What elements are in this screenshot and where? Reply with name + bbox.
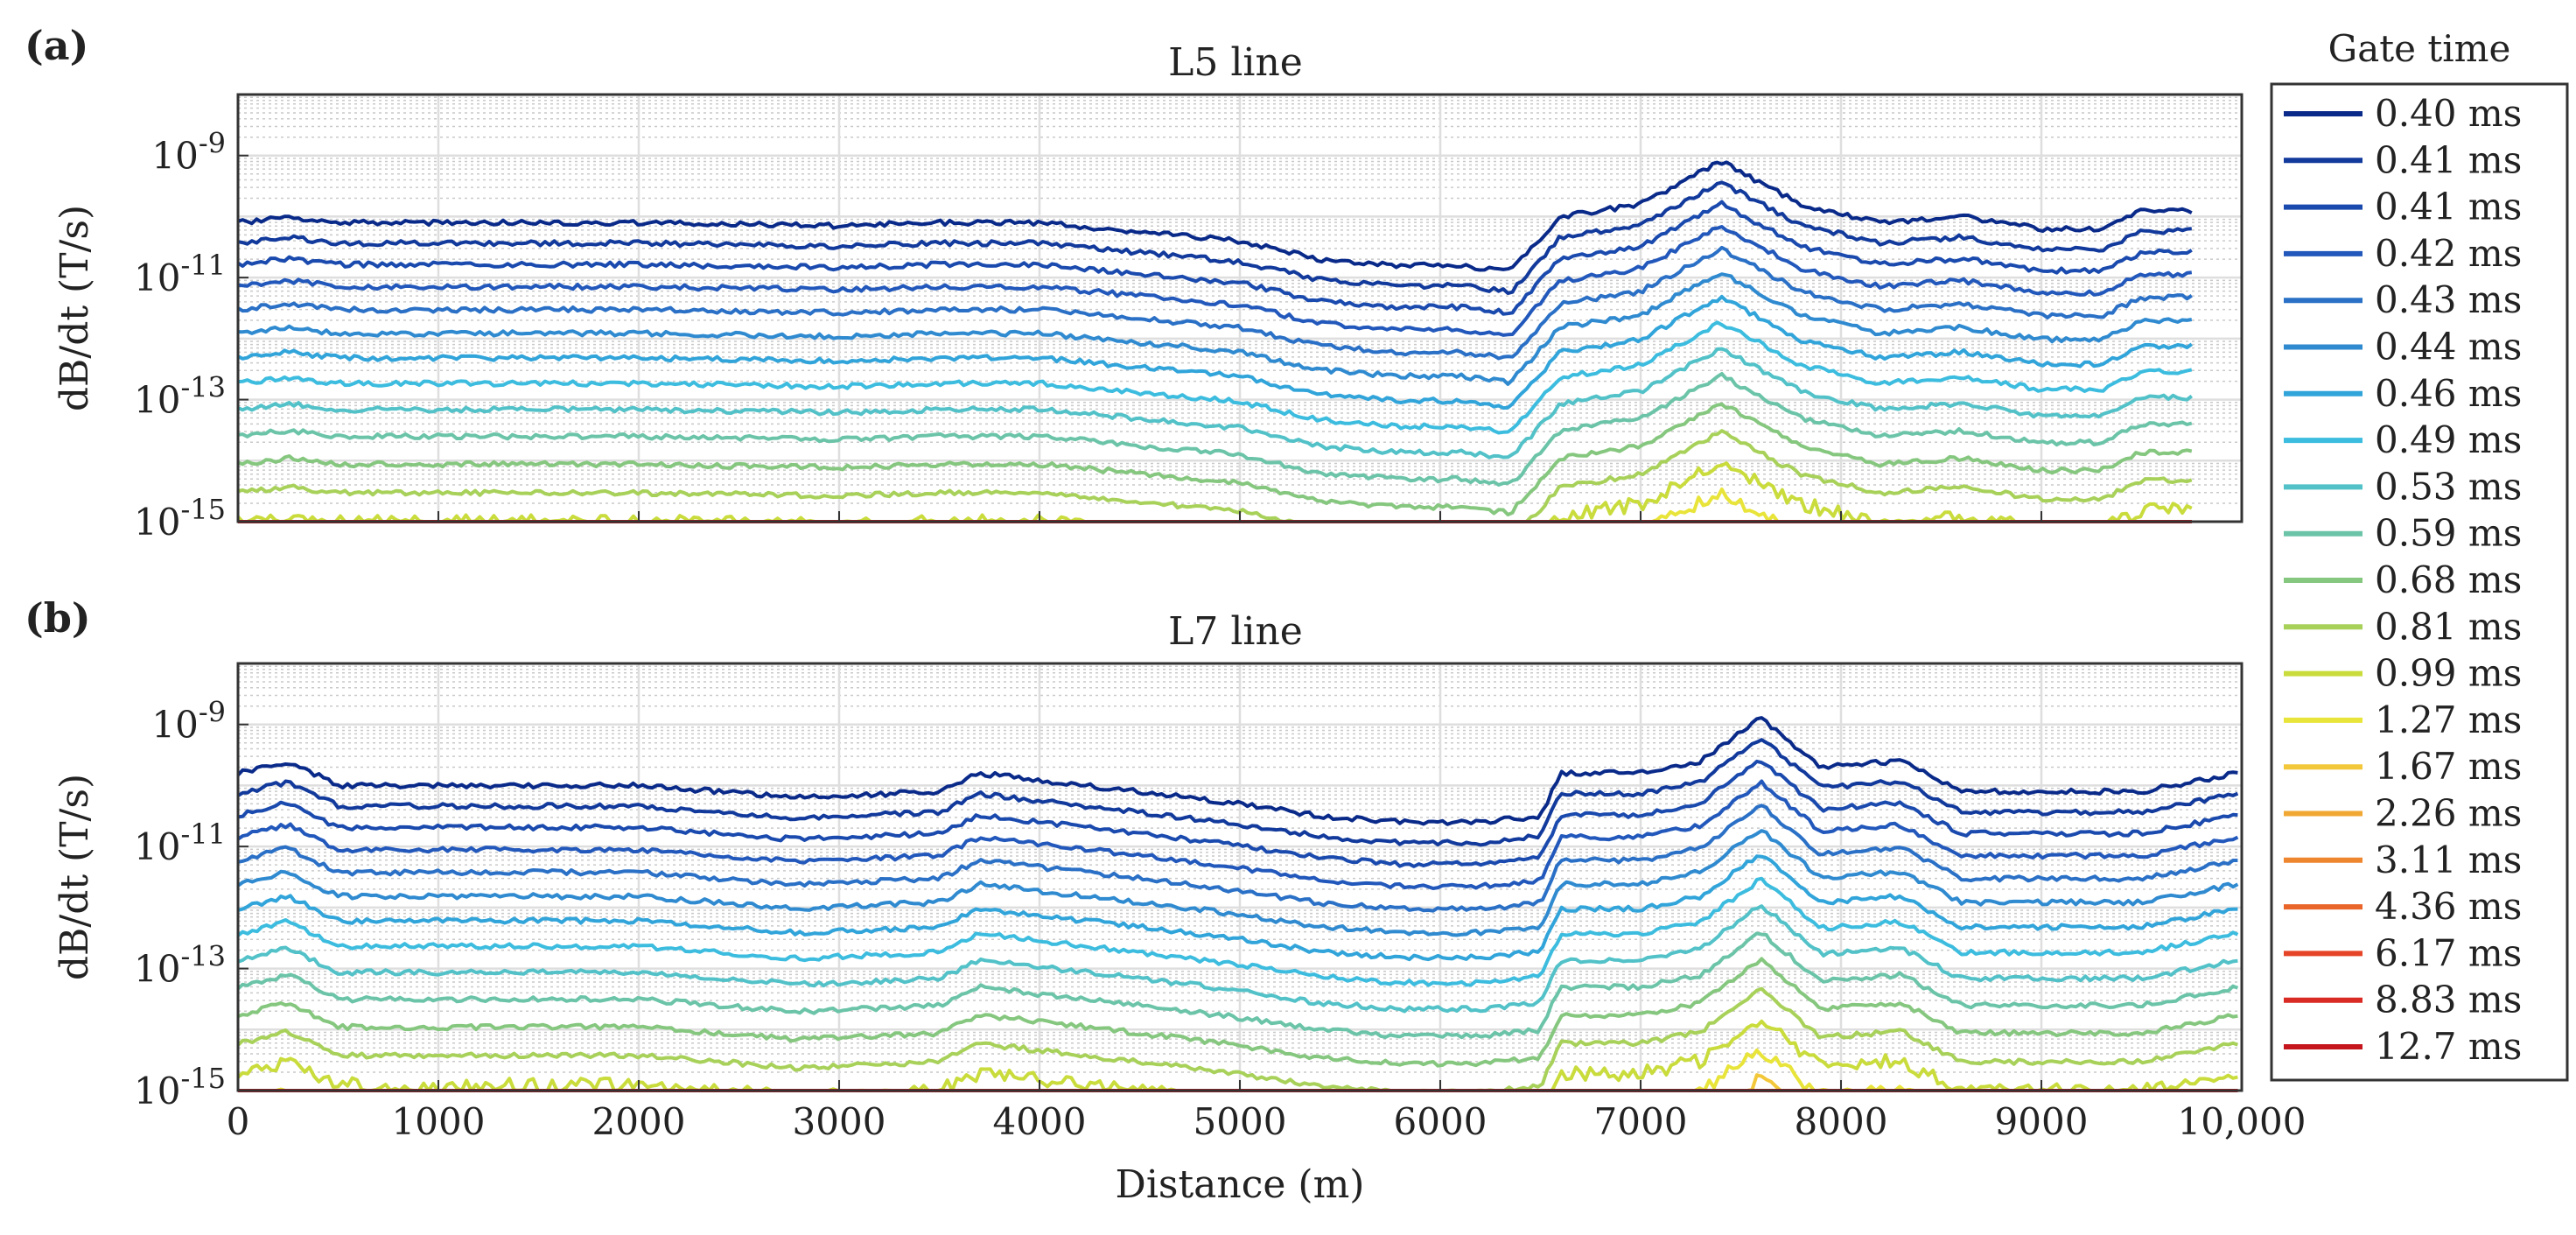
legend-items: 0.40 ms0.41 ms0.41 ms0.42 ms0.43 ms0.44 … — [2284, 92, 2522, 1068]
legend-entry-label: 8.83 ms — [2375, 979, 2522, 1021]
y-tick-label: 10-15 — [134, 1062, 226, 1112]
series-line-3 — [236, 200, 2193, 316]
y-axis-label-b: dB/dt (T/s) — [52, 774, 97, 980]
x-tick-label: 0 — [227, 1100, 250, 1143]
series-line-4 — [236, 779, 2239, 890]
series-line-7 — [237, 854, 2238, 962]
legend-entry-label: 0.42 ms — [2375, 232, 2522, 275]
legend-entry-label: 0.43 ms — [2375, 278, 2522, 321]
chart-title-a: L5 line — [1168, 40, 1303, 85]
legend-entry-label: 3.11 ms — [2375, 839, 2522, 881]
legend-entry-label: 0.68 ms — [2375, 558, 2522, 601]
panel-label-a: (a) — [24, 22, 88, 69]
y-tick-label: 10-13 — [134, 371, 226, 422]
series-line-4 — [237, 225, 2193, 337]
legend-entry-label: 12.7 ms — [2375, 1025, 2522, 1068]
series-line-11 — [237, 402, 2193, 516]
y-tick-label: 10-11 — [134, 249, 226, 299]
series-line-1 — [237, 160, 2193, 272]
x-tick-label: 9000 — [1995, 1100, 2089, 1143]
legend-entry-label: 6.17 ms — [2375, 931, 2522, 974]
legend-entry-label: 0.49 ms — [2375, 418, 2522, 461]
legend-entry-label: 0.81 ms — [2375, 605, 2522, 648]
series-line-2 — [236, 738, 2239, 847]
panel-label-b: (b) — [24, 594, 91, 642]
x-tick-label: 1000 — [392, 1100, 486, 1143]
series-line-1 — [236, 716, 2238, 826]
x-tick-label: 2000 — [592, 1100, 686, 1143]
chart-title-b: L7 line — [1168, 609, 1303, 654]
legend-entry-label: 0.41 ms — [2375, 138, 2522, 181]
series-line-6 — [237, 272, 2193, 386]
panel-a: (a) L5 line 10-9 10-11 10-13 10-15 dB/dt (T… — [24, 22, 2244, 544]
x-tick-label: 3000 — [793, 1100, 886, 1143]
legend-entry-label: 0.99 ms — [2375, 652, 2522, 695]
x-tick-label: 4000 — [993, 1100, 1087, 1143]
x-ticks-a — [237, 511, 2243, 522]
y-tick-label: 10-15 — [134, 493, 226, 544]
legend-entry-label: 1.67 ms — [2375, 745, 2522, 788]
y-axis-label-a: dB/dt (T/s) — [52, 205, 97, 411]
series-line-11 — [237, 957, 2238, 1068]
series-line-9 — [237, 347, 2194, 460]
series-line-10 — [237, 372, 2193, 487]
series-line-9 — [237, 904, 2238, 1014]
legend-entry-label: 0.59 ms — [2375, 512, 2522, 555]
legend-entry-label: 1.27 ms — [2375, 698, 2522, 741]
legend-entry-label: 0.40 ms — [2375, 92, 2522, 135]
series-line-5 — [236, 245, 2193, 361]
legend-entry-label: 0.46 ms — [2375, 372, 2522, 415]
x-tick-label: 5000 — [1194, 1100, 1287, 1143]
series-line-8 — [237, 320, 2193, 435]
legend-entry-label: 0.44 ms — [2375, 326, 2522, 368]
legend: Gate time 0.40 ms0.41 ms0.41 ms0.42 ms0.… — [2270, 27, 2569, 1082]
series-line-5 — [237, 803, 2238, 913]
x-tick-label: 6000 — [1394, 1100, 1488, 1143]
legend-entry-label: 0.53 ms — [2375, 465, 2522, 508]
x-tick-label: 10,000 — [2178, 1100, 2306, 1143]
series-line-10 — [236, 931, 2239, 1040]
legend-title: Gate time — [2328, 27, 2511, 70]
panel-b: (b) L7 line 10-9 10-11 10-13 10-15 0 1000 200… — [24, 594, 2306, 1207]
series-line-6 — [236, 829, 2239, 937]
y-ticks-b: 10-9 10-11 10-13 10-15 — [134, 696, 248, 1112]
x-ticks-b: 0 1000 2000 3000 4000 5000 6000 7000 8000 9000 10,… — [227, 1080, 2306, 1143]
series-line-7 — [237, 294, 2193, 410]
series-line-3 — [237, 759, 2238, 868]
series-line-2 — [237, 180, 2192, 295]
legend-entry-label: 4.36 ms — [2375, 885, 2522, 928]
series-line-8 — [236, 876, 2239, 987]
y-ticks-a: 10-9 10-11 10-13 10-15 — [134, 127, 248, 544]
legend-entry-label: 2.26 ms — [2375, 792, 2522, 835]
y-tick-label: 10-9 — [151, 127, 226, 178]
series-line-12 — [236, 986, 2239, 1092]
y-tick-label: 10-9 — [151, 696, 226, 747]
x-tick-label: 7000 — [1594, 1100, 1688, 1143]
series-line-12 — [237, 429, 2193, 523]
y-tick-label: 10-13 — [134, 940, 226, 991]
x-tick-label: 8000 — [1795, 1100, 1888, 1143]
x-axis-label: Distance (m) — [1116, 1162, 1365, 1207]
y-tick-label: 10-11 — [134, 817, 226, 868]
legend-entry-label: 0.41 ms — [2375, 186, 2522, 228]
